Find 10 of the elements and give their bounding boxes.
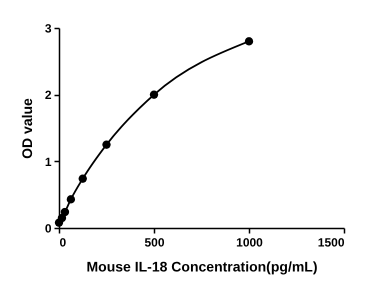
- y-tick-label: 0: [44, 222, 52, 236]
- y-tick-label: 2: [44, 88, 52, 102]
- x-tick-label: 0: [60, 236, 66, 250]
- y-axis-title: OD value: [18, 98, 35, 159]
- x-tick-label: 1500: [318, 236, 345, 250]
- y-tick-label: 1: [44, 154, 52, 169]
- x-axis-title: Mouse IL-18 Concentration(pg/mL): [86, 258, 318, 274]
- x-tick-label: 500: [144, 236, 165, 250]
- y-tick-label: 3: [44, 22, 52, 36]
- x-tick-label: 1000: [236, 236, 264, 250]
